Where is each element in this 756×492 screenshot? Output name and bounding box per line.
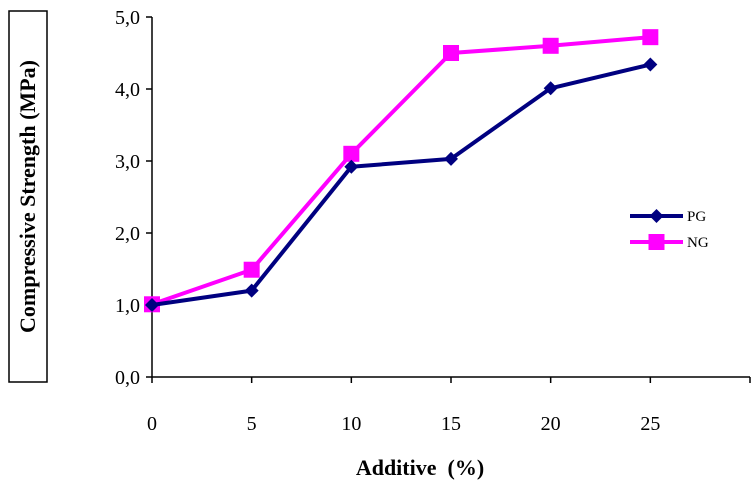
y-tick-label: 2,0	[115, 223, 140, 245]
data-point-ng	[443, 45, 459, 61]
x-tick-label: 10	[341, 413, 361, 435]
legend-marker-ng	[648, 234, 665, 250]
series-layer	[144, 29, 659, 313]
data-point-pg	[444, 151, 458, 166]
y-tick-label: 3,0	[115, 151, 140, 173]
series-line-pg	[151, 62, 651, 307]
data-point-pg	[145, 298, 159, 312]
data-point-ng	[343, 145, 360, 162]
y-tick-label: 5,0	[115, 7, 140, 29]
y-tick-label: 4,0	[115, 79, 140, 101]
x-tick-label: 20	[541, 413, 561, 435]
x-axis-title: Additive (%)	[356, 455, 484, 480]
axes: 0,0 1,0 2,0 3,0 4,0 5,0 0 5 10 15 20 25	[115, 7, 751, 435]
x-tick-label: 5	[247, 413, 257, 435]
series-pg	[145, 57, 658, 312]
series-ng	[144, 29, 659, 313]
legend-label-pg: PG	[687, 209, 706, 225]
y-tick-label: 0,0	[115, 367, 140, 389]
data-point-pg	[244, 283, 259, 298]
data-point-pg	[344, 159, 359, 174]
x-tick-label: 0	[147, 413, 157, 435]
legend-label-ng: NG	[687, 235, 709, 251]
y-axis-title-box	[8, 10, 48, 383]
y-tick-label: 1,0	[115, 295, 140, 317]
series-line-ng	[151, 35, 651, 307]
x-tick-label: 25	[640, 413, 660, 435]
legend: PG NG	[630, 209, 709, 251]
legend-marker-pg	[649, 209, 664, 223]
data-point-pg	[643, 57, 658, 72]
data-point-pg	[543, 81, 558, 96]
data-point-ng	[642, 29, 659, 46]
data-point-ng	[243, 261, 260, 278]
y-axis-title: Compressive Strength (MPa)	[15, 60, 40, 333]
x-tick-label: 15	[441, 413, 461, 435]
data-point-ng	[542, 37, 559, 54]
